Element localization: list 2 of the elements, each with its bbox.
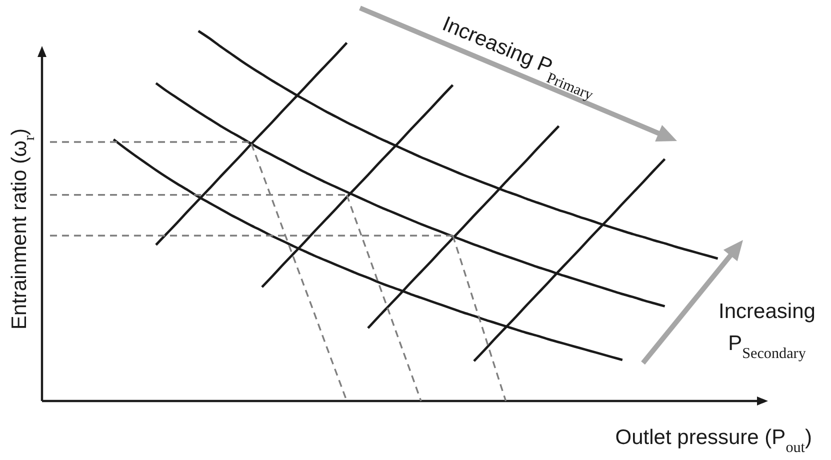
x-axis-title: Outlet pressure (P$_{out}$)	[615, 426, 812, 456]
annotation: Increasing P$_{Secondary}$	[718, 300, 816, 362]
